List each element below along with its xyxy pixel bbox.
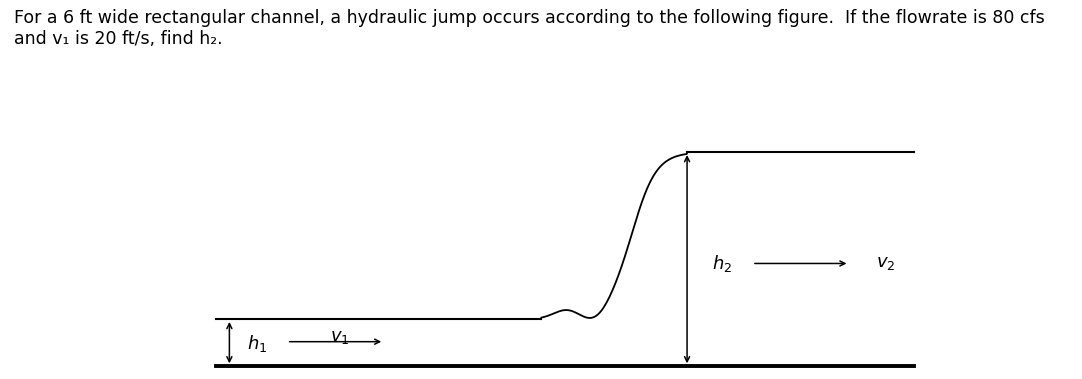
Text: $v_1$: $v_1$ bbox=[330, 328, 349, 346]
Text: $h_2$: $h_2$ bbox=[712, 253, 733, 274]
Text: For a 6 ft wide rectangular channel, a hydraulic jump occurs according to the fo: For a 6 ft wide rectangular channel, a h… bbox=[14, 9, 1045, 48]
Text: $v_2$: $v_2$ bbox=[876, 254, 896, 273]
Text: $h_1$: $h_1$ bbox=[247, 333, 267, 354]
